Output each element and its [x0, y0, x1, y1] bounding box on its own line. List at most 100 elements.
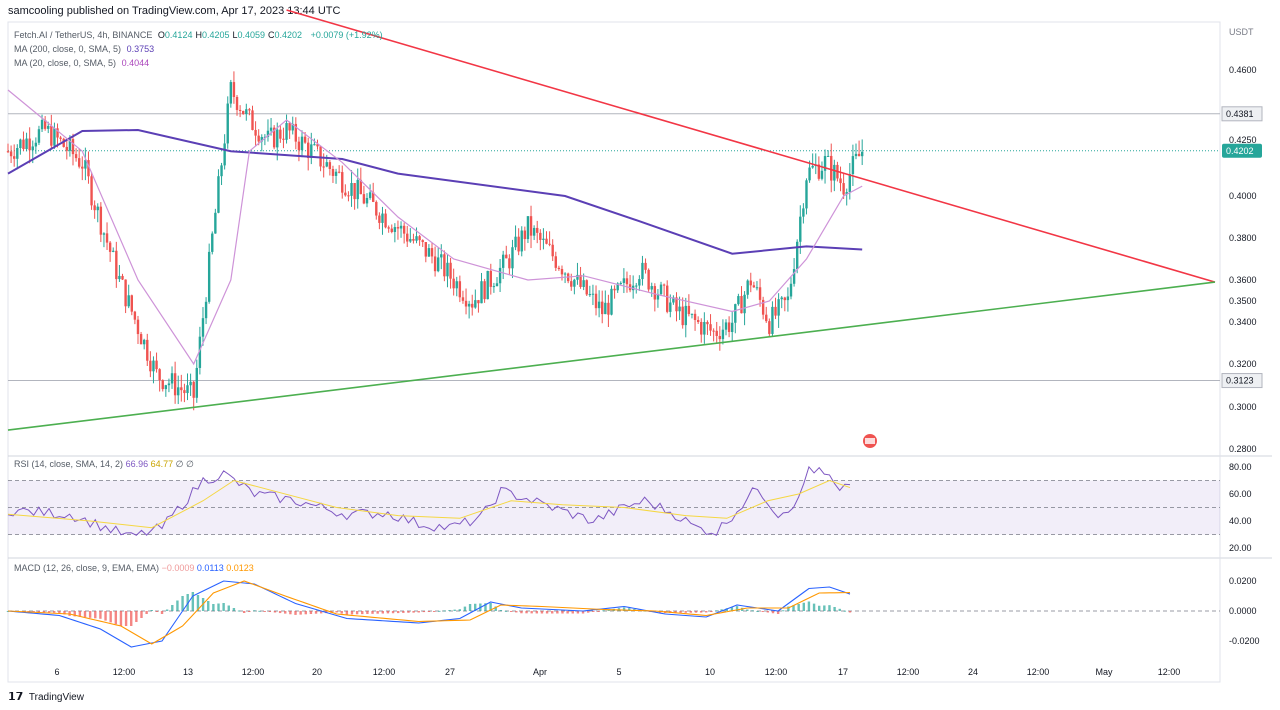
candle-body	[84, 160, 87, 169]
ohlc-key-l: L	[232, 30, 238, 40]
macd-hist-bar	[104, 611, 107, 621]
rsi-ma-value: 64.77	[150, 459, 174, 469]
candle-body	[211, 233, 214, 252]
macd-hist-bar	[171, 605, 174, 611]
candle-body	[731, 322, 734, 333]
candle-body	[136, 319, 140, 335]
candle-body	[802, 208, 805, 217]
candle-body	[112, 250, 115, 252]
price-tick-label: 0.3400	[1229, 317, 1257, 327]
time-tick-label: 12:00	[242, 667, 265, 677]
candle-body	[449, 262, 452, 279]
candle-body	[570, 281, 573, 287]
candle-body	[99, 206, 103, 235]
macd-hist-bar	[484, 603, 487, 611]
macd-hist-bar	[746, 609, 749, 611]
candle-body	[226, 103, 229, 144]
candle-body	[242, 110, 245, 115]
candle-body	[505, 254, 508, 259]
macd-hist-bar	[468, 604, 472, 611]
candle-body	[177, 387, 180, 396]
candle-body	[251, 110, 254, 130]
macd-hist-bar	[725, 608, 728, 611]
candle-body	[31, 146, 34, 151]
macd-hist-bar	[309, 611, 313, 614]
current-price-badge-label: 0.4202	[1226, 146, 1254, 156]
macd-label[interactable]: MACD (12, 26, close, 9, EMA, EMA)	[14, 563, 160, 573]
candle-body	[331, 169, 335, 176]
candle-body	[325, 162, 328, 167]
ma20-label[interactable]: MA (20, close, 0, SMA, 5)	[14, 58, 117, 68]
ma200-label[interactable]: MA (200, close, 0, SMA, 5)	[14, 44, 122, 54]
macd-hist-bar	[402, 611, 405, 613]
candle-body	[71, 139, 75, 155]
macd-hist-bar	[592, 611, 595, 612]
candle-body	[257, 135, 260, 142]
candle-body	[486, 270, 489, 300]
macd-tick-label: -0.0200	[1229, 636, 1260, 646]
candle-body	[43, 120, 47, 129]
candle-body	[542, 238, 545, 240]
candle-body	[170, 373, 174, 384]
candle-body	[430, 248, 434, 257]
price-tick-label: 0.3000	[1229, 402, 1257, 412]
rsi-tick-label: 20.00	[1229, 543, 1252, 553]
time-tick-label: 6	[54, 667, 59, 677]
macd-hist-bar	[540, 611, 544, 614]
candle-body	[492, 286, 496, 288]
candle-body	[560, 268, 564, 275]
candle-body	[517, 236, 520, 252]
candle-body	[805, 180, 808, 209]
ma200-value: 0.3753	[126, 44, 155, 54]
candle-body	[647, 269, 650, 290]
macd-hist-bar	[314, 611, 318, 614]
candle-body	[59, 137, 62, 139]
candle-body	[204, 301, 208, 319]
macd-hist-bar	[47, 611, 51, 613]
candle-body	[761, 299, 765, 315]
candle-body	[480, 281, 483, 304]
macd-tick-label: 0.0200	[1229, 576, 1257, 586]
symbol-label[interactable]: Fetch.AI / TetherUS, 4h, BINANCE	[14, 30, 153, 40]
macd-hist-bar	[237, 610, 241, 612]
candle-body	[529, 216, 533, 236]
candle-body	[783, 297, 787, 301]
candle-body	[359, 179, 363, 195]
candle-body	[616, 283, 619, 291]
macd-hist-bar	[797, 604, 800, 611]
candle-body	[452, 278, 455, 289]
candle-body	[690, 313, 694, 315]
macd-hist-bar	[299, 611, 302, 615]
candle-body	[625, 278, 629, 285]
candle-body	[436, 257, 440, 272]
time-tick-label: 13	[183, 667, 193, 677]
footer-brand[interactable]: TradingView	[28, 692, 84, 703]
macd-hist-bar	[155, 611, 159, 612]
ohlc-key-o: O	[157, 30, 165, 40]
macd-hist-bar	[119, 611, 123, 626]
candle-body	[406, 233, 409, 242]
rsi-label[interactable]: RSI (14, close, SMA, 14, 2)	[14, 459, 124, 469]
candle-body	[851, 156, 855, 175]
price-badge	[1221, 106, 1263, 122]
top-bar: samcooling published on TradingView.com,…	[0, 0, 1280, 22]
candle-body	[347, 195, 350, 197]
macd-hist-bar	[227, 605, 230, 611]
tradingview-logo-icon[interactable]: 𝟭𝟳	[8, 691, 24, 703]
candle-body	[820, 170, 824, 179]
candle-body	[248, 109, 251, 111]
candle-body	[393, 227, 397, 233]
time-tick-label: 5	[616, 667, 621, 677]
macd-hist-bar	[792, 605, 795, 611]
candle-body	[81, 166, 84, 169]
macd-hist-bar	[463, 606, 467, 611]
candle-body	[703, 321, 706, 335]
macd-hist-bar	[823, 605, 826, 611]
candle-body	[474, 300, 477, 308]
candle-body	[337, 171, 341, 173]
candle-body	[749, 280, 752, 286]
candle-body	[532, 227, 536, 236]
candle-body	[467, 303, 471, 307]
candle-body	[167, 383, 171, 386]
